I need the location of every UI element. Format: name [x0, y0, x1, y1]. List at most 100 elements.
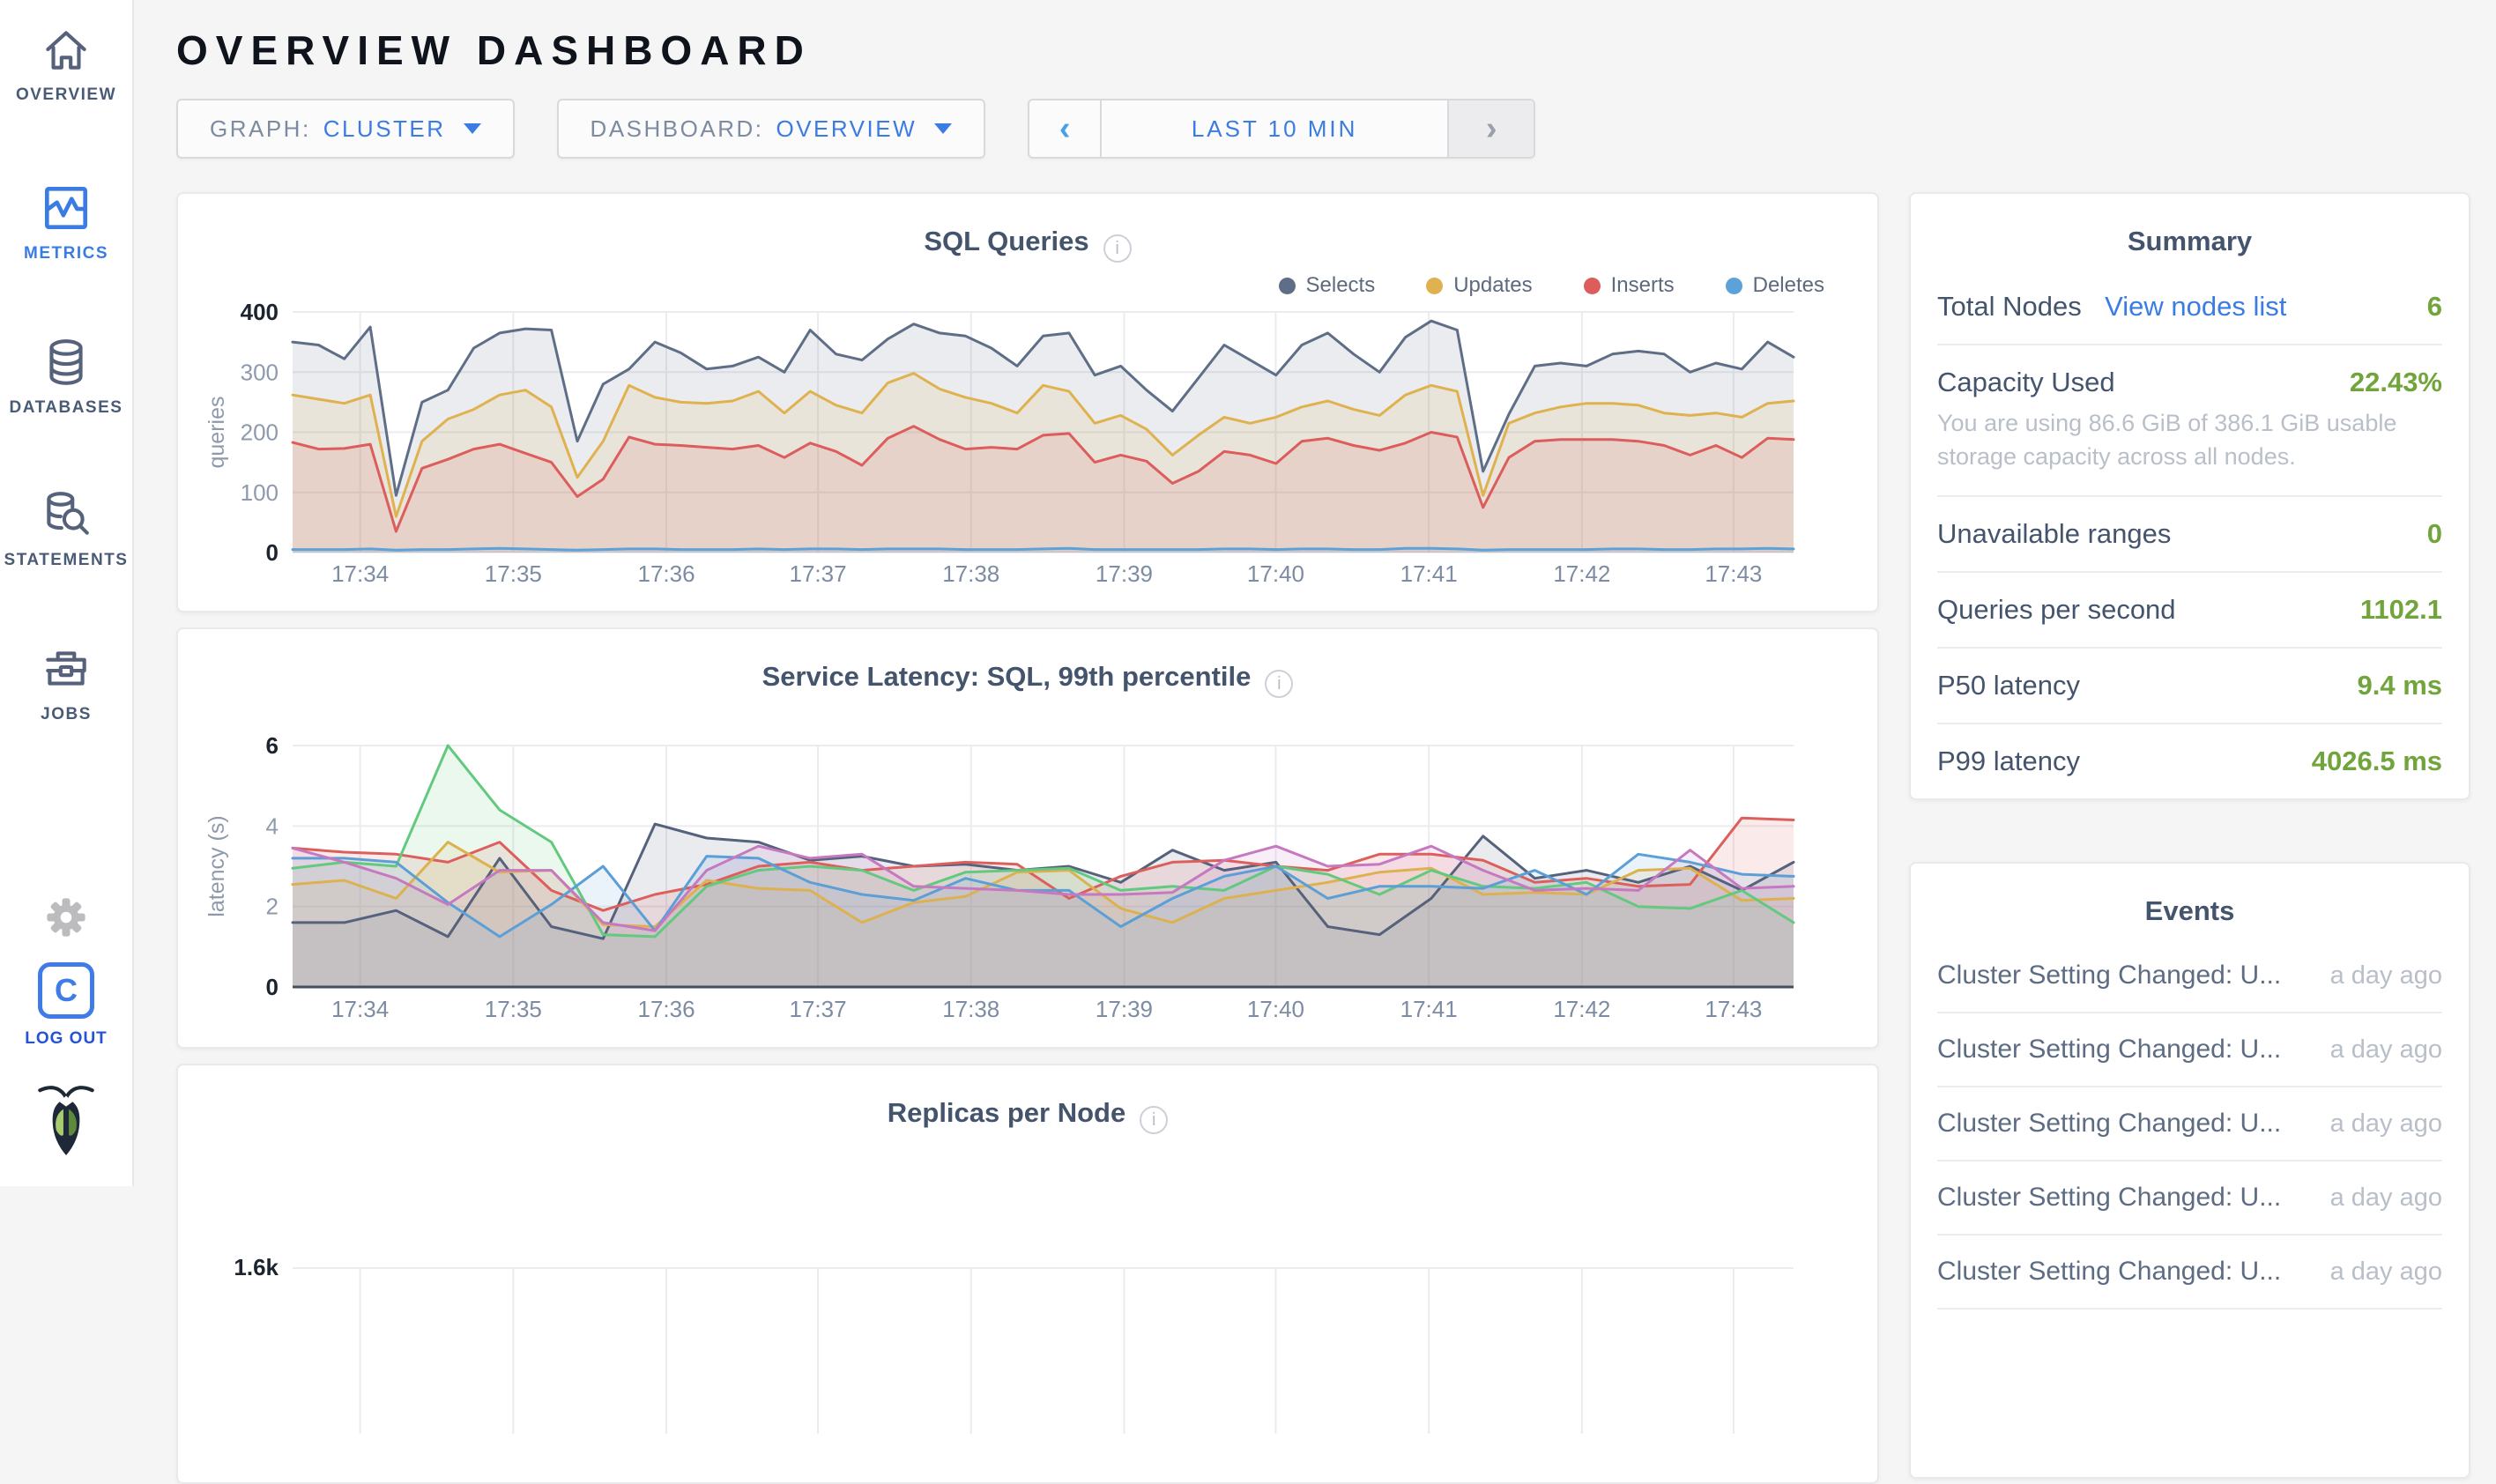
summary-row-total-nodes: Total Nodes View nodes list 6 — [1937, 270, 2442, 345]
legend-label: Deletes — [1752, 273, 1824, 297]
graph-dropdown[interactable]: GRAPH: CLUSTER — [176, 99, 515, 159]
sidebar-item-databases[interactable]: DATABASES — [0, 335, 132, 418]
summary-panel: Summary Total Nodes View nodes list 6 Ca… — [1909, 192, 2470, 800]
y-tick-label: 400 — [241, 299, 279, 325]
series-area-Inserts — [293, 426, 1794, 553]
chart-legend: Selects Updates Inserts Deletes — [178, 263, 1877, 298]
info-icon[interactable]: i — [1265, 670, 1294, 698]
logout-button[interactable]: C LOG OUT — [0, 962, 132, 1049]
x-tick-label: 17:36 — [638, 560, 695, 587]
replicas-per-node-card: Replicas per Node i 1.6k — [176, 1064, 1879, 1484]
side-column: Summary Total Nodes View nodes list 6 Ca… — [1909, 192, 2470, 1479]
sidebar-item-metrics[interactable]: METRICS — [0, 181, 132, 263]
briefcase-icon — [46, 651, 86, 686]
summary-row-value: 1102.1 — [2359, 593, 2442, 625]
legend-dot — [1583, 277, 1601, 294]
sidebar-item-statements[interactable]: STATEMENTS — [0, 487, 132, 570]
event-time: a day ago — [2329, 1183, 2442, 1212]
summary-row-p99-latency: P99 latency 4026.5 ms — [1937, 724, 2442, 798]
summary-row-value: 6 — [2426, 291, 2442, 322]
summary-row-label: P50 latency — [1937, 669, 2080, 701]
event-row: Cluster Setting Changed: U... a day ago — [1937, 939, 2442, 1013]
sql-queries-chart[interactable]: 0 100 200 300 400 17:34 17:35 17:36 17:37 17:38 17… — [178, 298, 1881, 612]
series-area-series-2 — [293, 818, 1794, 987]
y-tick-label: 0 — [266, 539, 279, 566]
summary-row-label: Unavailable ranges — [1937, 517, 2172, 549]
page-title: OVERVIEW DASHBOARD — [176, 27, 812, 73]
legend-item-inserts: Inserts — [1583, 273, 1675, 298]
x-tick-label: 17:35 — [485, 996, 542, 1022]
legend-dot — [1426, 277, 1444, 294]
time-range-selector: ‹ LAST 10 MIN › — [1028, 99, 1536, 159]
summary-row-p50-latency: P50 latency 9.4 ms — [1937, 649, 2442, 724]
event-title: Cluster Setting Changed: U... — [1937, 1034, 2282, 1064]
x-tick-label: 17:43 — [1705, 996, 1762, 1022]
x-tick-label: 17:39 — [1096, 560, 1153, 587]
y-axis-title: queries — [204, 397, 229, 469]
y-tick-label: 100 — [241, 479, 279, 506]
summary-row-value: 9.4 ms — [2357, 669, 2442, 701]
y-axis-title: latency (s) — [204, 815, 229, 916]
y-tick-label: 2 — [266, 894, 279, 920]
series-line-series-5 — [291, 852, 1795, 939]
series-line-series-2 — [291, 816, 1795, 912]
y-tick-label: 300 — [241, 359, 279, 385]
sidebar-item-label: OVERVIEW — [15, 85, 117, 104]
y-tick-label: 4 — [266, 812, 279, 839]
x-tick-label: 17:43 — [1705, 560, 1762, 587]
legend-label: Inserts — [1610, 273, 1675, 297]
metrics-icon — [44, 186, 88, 230]
info-icon[interactable]: i — [1140, 1106, 1169, 1134]
chart-title: Replicas per Node — [887, 1097, 1126, 1128]
time-range-next-button[interactable]: › — [1447, 100, 1534, 157]
sidebar-item-label: STATEMENTS — [4, 551, 129, 569]
series-line-series-6 — [291, 844, 1795, 932]
time-range-prev-button[interactable]: ‹ — [1029, 100, 1103, 157]
x-tick-label: 17:42 — [1553, 560, 1610, 587]
series-area-series-1 — [293, 824, 1794, 987]
event-title: Cluster Setting Changed: U... — [1937, 1108, 2282, 1138]
summary-row-label: P99 latency — [1937, 745, 2080, 776]
event-title: Cluster Setting Changed: U... — [1937, 960, 2282, 990]
view-nodes-list-link[interactable]: View nodes list — [2105, 291, 2287, 322]
y-tick-label: 1.6k — [234, 1254, 279, 1280]
sidebar-item-overview[interactable]: OVERVIEW — [0, 22, 132, 105]
series-line-Inserts — [291, 425, 1795, 533]
event-row: Cluster Setting Changed: U... a day ago — [1937, 1161, 2442, 1235]
series-area-series-4 — [293, 746, 1794, 987]
x-tick-label: 17:35 — [485, 560, 542, 587]
events-panel: Events Cluster Setting Changed: U... a da… — [1909, 861, 2470, 1479]
x-tick-label: 17:40 — [1247, 996, 1304, 1022]
legend-dot — [1725, 277, 1742, 294]
legend-dot — [1278, 277, 1296, 294]
sidebar: OVERVIEW METRICS DATABASES — [0, 0, 134, 1186]
dashboard-dropdown[interactable]: DASHBOARD: OVERVIEW — [556, 99, 986, 159]
summary-row-label: Total Nodes — [1937, 291, 2082, 322]
sidebar-item-label: JOBS — [41, 705, 92, 723]
graph-dropdown-label: GRAPH: — [210, 115, 311, 142]
event-title: Cluster Setting Changed: U... — [1937, 1256, 2282, 1286]
chevron-down-icon — [463, 123, 481, 134]
summary-row-label: Queries per second — [1937, 593, 2176, 625]
event-title: Cluster Setting Changed: U... — [1937, 1182, 2282, 1212]
replicas-per-node-chart[interactable]: 1.6k — [178, 1169, 1881, 1434]
dashboard-dropdown-value: OVERVIEW — [776, 115, 917, 142]
cockroachdb-logo[interactable] — [0, 1082, 132, 1162]
service-latency-chart[interactable]: 0 2 4 6 17:34 17:35 17:36 17:37 17:38 17:39 17:40 1… — [178, 733, 1881, 1049]
chart-title: Service Latency: SQL, 99th percentile — [761, 661, 1252, 692]
series-area-Updates — [293, 373, 1794, 553]
event-time: a day ago — [2329, 1035, 2442, 1064]
sidebar-item-label: DATABASES — [9, 398, 123, 417]
home-icon — [46, 31, 86, 70]
sidebar-item-jobs[interactable]: JOBS — [0, 642, 132, 724]
series-line-series-4 — [291, 744, 1795, 939]
time-range-value[interactable]: LAST 10 MIN — [1191, 115, 1358, 142]
summary-row-value: 0 — [2426, 517, 2442, 549]
settings-gear-icon[interactable] — [0, 894, 132, 946]
event-time: a day ago — [2329, 1257, 2442, 1286]
database-icon — [49, 339, 83, 385]
info-icon[interactable]: i — [1103, 234, 1132, 263]
legend-label: Selects — [1305, 273, 1376, 297]
chevron-down-icon — [934, 123, 953, 134]
dashboard-controls: GRAPH: CLUSTER DASHBOARD: OVERVIEW ‹ LAS… — [176, 99, 2496, 159]
